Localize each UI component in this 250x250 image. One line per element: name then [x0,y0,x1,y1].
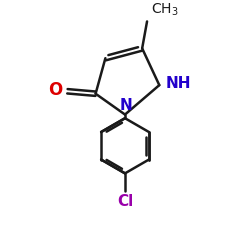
Text: NH: NH [166,76,191,92]
Text: CH$_3$: CH$_3$ [151,1,178,18]
Text: Cl: Cl [117,194,133,209]
Text: O: O [48,81,62,99]
Text: N: N [120,98,132,113]
